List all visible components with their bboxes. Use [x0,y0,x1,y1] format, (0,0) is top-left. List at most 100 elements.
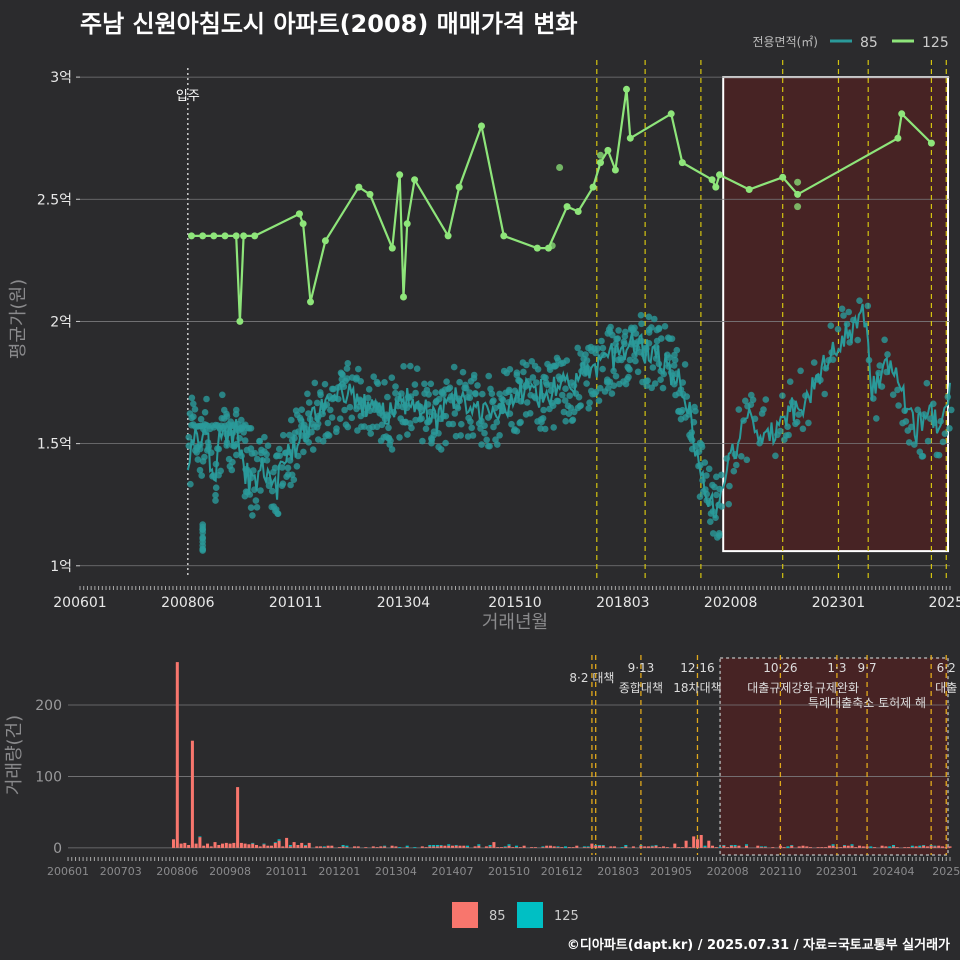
series-85-point [311,379,319,387]
series-85-point [786,378,794,386]
series-85-point [533,379,540,386]
bar-85 [658,847,662,848]
series-85-point [454,404,462,412]
series-85-point [655,325,663,333]
bar-125 [624,845,628,847]
bar-125 [477,844,481,846]
bar-85 [839,847,843,848]
series-85-point [339,371,346,378]
series-85-point [249,512,256,519]
series-85-point [834,325,842,333]
bar-85 [598,845,602,848]
series-85-point [346,403,354,411]
series-85-point [615,327,622,334]
series-85-point [924,437,932,445]
bar-85 [447,845,451,848]
bar-85 [925,846,929,848]
bar-85 [239,842,243,848]
y-tick-label: 2.5억 [37,192,72,208]
series-85-point [569,416,577,424]
series-85-point [464,433,472,440]
series-85-point [388,446,396,453]
series-85-point [599,365,606,373]
bar-85 [270,845,274,848]
series-125-point [745,186,753,193]
series-85-point [276,445,283,453]
bar-125 [435,845,439,847]
x-tick-label: 200703 [100,865,142,878]
series-125-point [455,183,463,191]
bar-85 [880,845,884,848]
series-85-point [413,365,421,373]
series-125-point [396,171,404,179]
bar-85 [439,845,443,848]
legend-label-125: 125 [554,909,579,924]
series-85-point [705,465,713,473]
series-85-point [457,432,465,439]
series-85-point [355,365,362,373]
series-85-point [387,437,394,445]
series-85-point [276,452,284,460]
series-85-point [582,351,589,358]
legend-swatch-85 [452,902,478,928]
series-85-point [539,415,547,422]
series-125-point [898,110,906,118]
series-85-point [432,389,439,396]
bar-125 [413,847,417,848]
series-125-point [251,232,259,240]
series-85-point [541,425,549,433]
bar-85 [322,847,326,848]
series-85-point [287,481,294,489]
series-85-point [575,393,583,401]
bar-85 [933,846,937,848]
series-85-point [469,432,477,439]
bar-85 [722,845,726,848]
x-tick-label: 200806 [161,595,215,611]
series-85-point [577,402,584,409]
series-85-point [488,390,496,398]
bar-125 [251,842,255,844]
series-85-point [293,463,301,470]
series-85-point [247,425,255,432]
bar-85 [914,846,918,848]
series-85-point [854,336,861,344]
series-85-point [263,457,271,464]
bar-85 [247,844,251,848]
series-85-point [698,441,705,448]
series-85-point [314,420,322,428]
series-85-point [407,362,414,370]
bar-125 [262,843,266,845]
series-85-point [284,464,292,472]
series-125-point [712,183,720,191]
y-tick-label: 0 [53,841,62,857]
bar-125 [594,845,598,846]
bar-85 [688,847,692,848]
bar-85 [820,847,824,848]
policy-date-label: 10·26 [763,661,797,675]
bar-85 [541,847,545,848]
bar-85 [771,847,775,848]
series-85-point [411,381,419,388]
bar-85 [255,845,259,848]
x-tick-label: 202110 [759,865,801,878]
bar-85 [944,847,948,848]
x-tick-label: 201201 [318,865,360,878]
bar-125 [288,845,292,847]
series-85-point [279,480,287,488]
series-85-point [725,500,732,508]
bar-85 [948,846,952,848]
series-85-point [829,356,837,364]
series-85-point [905,439,913,446]
x-tick-label: 200908 [209,865,251,878]
bar-85 [492,842,496,848]
series-85-point [198,472,205,479]
series-125-point [403,220,411,228]
series-125-point [611,166,619,174]
bar-125 [556,846,560,848]
series-85-point [374,380,382,388]
series-85-point [598,337,605,345]
series-125-point [388,244,396,252]
bar-85 [827,845,831,848]
series-85-point [241,437,249,444]
move-in-label: 입주 [176,89,200,104]
